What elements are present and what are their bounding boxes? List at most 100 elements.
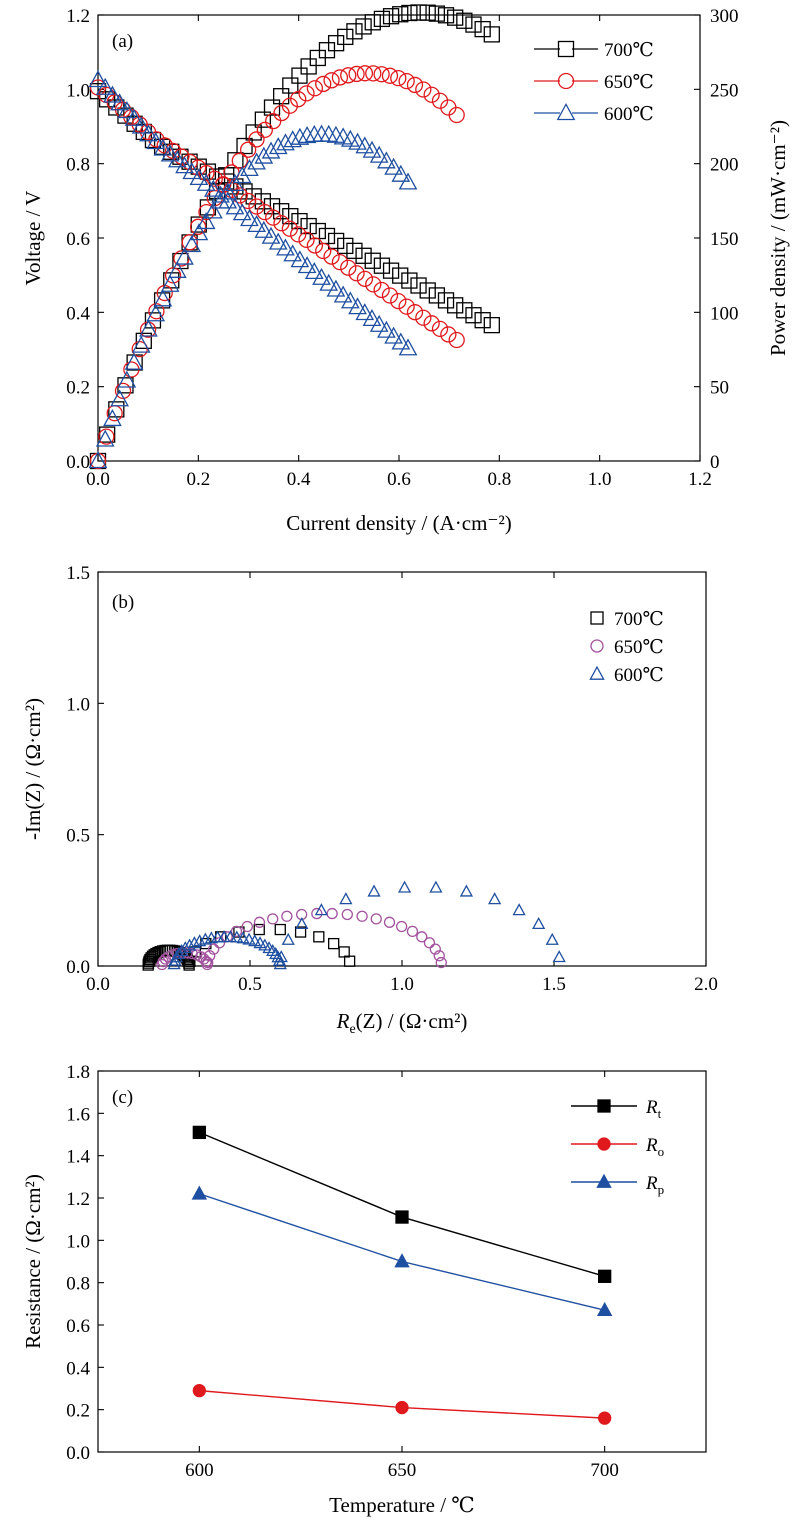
voltage-point bbox=[232, 203, 252, 221]
legend-label: 650℃ bbox=[604, 72, 654, 93]
voltage-point bbox=[306, 237, 324, 254]
legend-label: 600℃ bbox=[604, 104, 654, 125]
voltage-point bbox=[139, 124, 158, 142]
power-point bbox=[323, 72, 340, 89]
impedance-point bbox=[367, 884, 381, 897]
x-tick-label: 2.0 bbox=[694, 974, 718, 995]
y-axis-label: -Im(Z) / (Ω·cm²) bbox=[21, 698, 45, 840]
voltage-point bbox=[236, 183, 253, 200]
voltage-point bbox=[240, 209, 259, 227]
impedance-point bbox=[253, 923, 265, 936]
impedance-point bbox=[429, 943, 441, 955]
panel-label: (c) bbox=[112, 1087, 133, 1108]
power-point bbox=[263, 99, 281, 116]
power-point bbox=[273, 88, 290, 105]
impedance-point bbox=[223, 930, 238, 943]
impedance-point bbox=[258, 938, 272, 951]
voltage-point bbox=[431, 320, 449, 338]
power-point bbox=[290, 127, 310, 145]
voltage-point bbox=[298, 231, 315, 249]
y-axis-label: Voltage / V bbox=[21, 191, 45, 286]
y-tick-label: 0.8 bbox=[66, 1274, 90, 1295]
legend-label-main: R bbox=[645, 1173, 658, 1194]
power-point bbox=[265, 112, 282, 130]
voltage-point bbox=[204, 179, 223, 197]
power-point bbox=[423, 86, 440, 103]
y-tick-label: 1.2 bbox=[66, 1189, 90, 1210]
impedance-point bbox=[435, 956, 447, 969]
panel-b: 0.0 0.5 1.0 1.5 2.0 0.0 0.5 1.0 1.5 (b) 700℃ 650℃ 60… bbox=[21, 563, 718, 1037]
voltage-point bbox=[323, 248, 340, 265]
series-2 bbox=[88, 70, 418, 469]
x-tick-label: 0.2 bbox=[186, 469, 210, 490]
voltage-point bbox=[465, 307, 482, 324]
voltage-point bbox=[340, 259, 357, 276]
voltage-point bbox=[415, 309, 432, 326]
legend-marker bbox=[597, 1099, 611, 1113]
voltage-point bbox=[356, 270, 374, 287]
power-point bbox=[398, 73, 415, 90]
series-2 bbox=[167, 880, 566, 970]
power-point bbox=[401, 4, 418, 22]
data-point bbox=[192, 1383, 206, 1398]
data-point bbox=[598, 1411, 612, 1425]
impedance-point bbox=[241, 920, 253, 933]
impedance-point bbox=[341, 908, 353, 921]
voltage-point bbox=[297, 256, 317, 274]
impedance-point bbox=[274, 923, 286, 936]
impedance-point bbox=[148, 949, 160, 961]
impedance-point bbox=[266, 943, 280, 957]
power-point bbox=[355, 18, 372, 35]
power-point bbox=[110, 389, 129, 407]
impedance-point bbox=[187, 936, 201, 949]
impedance-point bbox=[532, 916, 546, 930]
x-tick-label: 0.0 bbox=[86, 974, 110, 995]
y-tick-label: 0.0 bbox=[66, 452, 90, 473]
y-tick-label: 0.4 bbox=[66, 303, 90, 324]
legend-marker bbox=[590, 611, 604, 625]
data-point bbox=[395, 1400, 409, 1415]
voltage-point bbox=[300, 217, 317, 235]
y2-tick-label: 250 bbox=[710, 80, 739, 101]
impedance-point bbox=[326, 907, 338, 920]
power-point bbox=[365, 65, 382, 82]
power-point bbox=[369, 145, 389, 163]
legend-marker bbox=[590, 639, 604, 653]
voltage-point bbox=[206, 170, 223, 187]
legend-label-sub: t bbox=[658, 1106, 662, 1121]
impedance-point bbox=[198, 953, 210, 965]
voltage-point bbox=[437, 292, 455, 309]
voltage-point bbox=[364, 252, 381, 269]
legend-marker bbox=[596, 1173, 612, 1188]
y-tick-label: 1.2 bbox=[66, 6, 90, 27]
voltage-point bbox=[273, 215, 290, 232]
legend-marker bbox=[557, 72, 575, 90]
voltage-point bbox=[290, 226, 307, 243]
y2-tick-label: 50 bbox=[710, 378, 729, 399]
voltage-point bbox=[124, 108, 144, 126]
power-point bbox=[239, 141, 257, 158]
power-point bbox=[135, 332, 152, 349]
power-point bbox=[189, 223, 209, 241]
voltage-point bbox=[261, 226, 281, 244]
power-point bbox=[362, 140, 382, 158]
impedance-point bbox=[313, 931, 325, 943]
power-point bbox=[419, 4, 436, 21]
impedance-point bbox=[395, 920, 408, 933]
power-point bbox=[415, 81, 432, 98]
power-point bbox=[182, 235, 202, 253]
y2-axis-label: Power density / (mW·cm⁻²) bbox=[766, 120, 790, 356]
power-point bbox=[248, 131, 265, 148]
voltage-point bbox=[373, 257, 391, 274]
impedance-point bbox=[253, 916, 266, 928]
y-tick-label: 0.6 bbox=[66, 229, 90, 250]
x-tick-label: 1.5 bbox=[542, 974, 566, 995]
impedance-point bbox=[182, 938, 197, 951]
power-point bbox=[373, 10, 391, 28]
voltage-point bbox=[254, 220, 274, 238]
y-tick-label: 1.0 bbox=[66, 694, 90, 715]
voltage-point bbox=[318, 227, 336, 245]
voltage-point bbox=[391, 332, 411, 350]
x-axis-label-main: R bbox=[336, 1009, 350, 1033]
impedance-point bbox=[488, 892, 502, 905]
